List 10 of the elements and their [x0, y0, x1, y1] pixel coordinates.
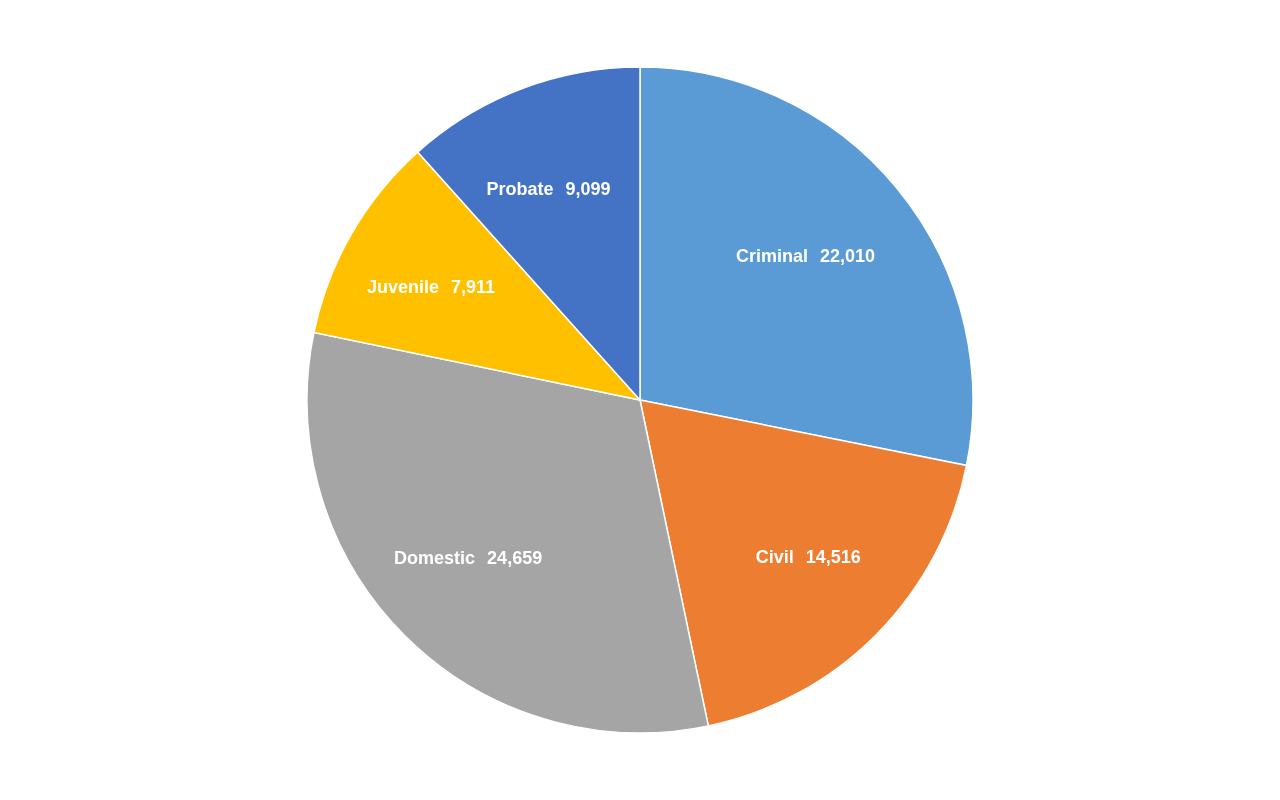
slice-label: Criminal	[736, 246, 809, 267]
data-label: 7,911	[450, 276, 496, 297]
slice-label: Civil	[755, 547, 794, 568]
data-label: 22,010	[820, 246, 876, 267]
slice-label: Juvenile	[366, 276, 439, 297]
data-label: 14,516	[805, 547, 861, 568]
data-label: 9,099	[565, 178, 611, 199]
slice-label: Probate	[486, 178, 554, 199]
slice-label: Domestic	[394, 548, 476, 569]
data-label: 24,659	[487, 548, 543, 569]
